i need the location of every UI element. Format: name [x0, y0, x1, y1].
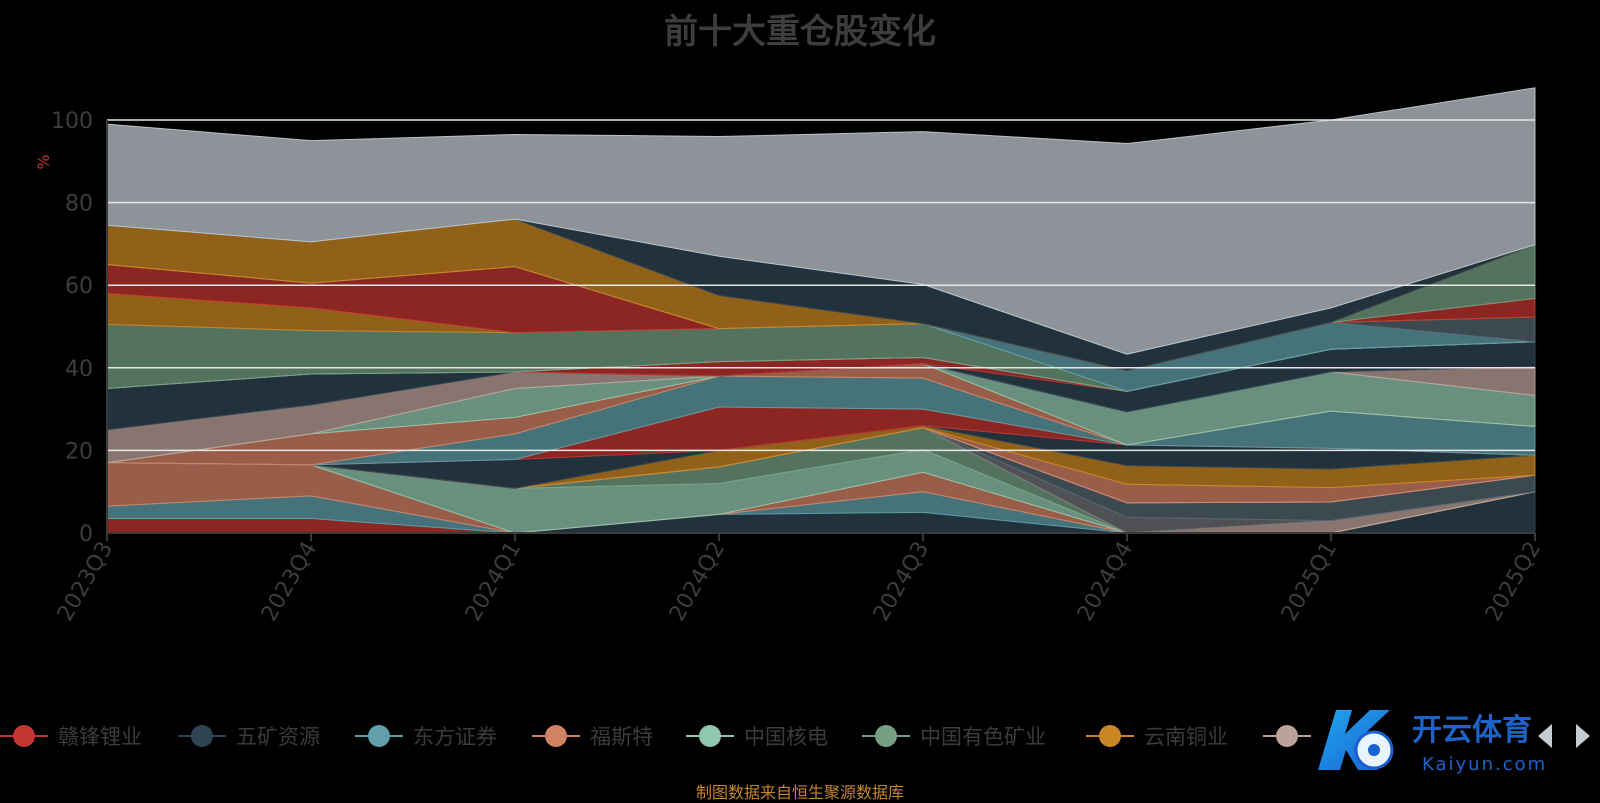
arrow-right-icon[interactable]	[1576, 724, 1590, 748]
watermark-domain: Kaiyun.com	[1422, 754, 1547, 775]
legend-label: 中国有色矿业	[920, 725, 1046, 749]
x-tick-label: 2023Q4	[257, 538, 322, 626]
legend-marker-icon	[0, 718, 48, 754]
chart-title: 前十大重仓股变化	[664, 12, 936, 52]
legend-label: 赣锋锂业	[58, 725, 142, 749]
legend-marker-icon	[862, 718, 910, 754]
legend-item[interactable]: 五矿资源	[178, 718, 320, 754]
legend-marker-icon	[178, 718, 226, 754]
watermark-brand: 开云体育	[1412, 713, 1532, 748]
legend-label: 东方证券	[413, 725, 497, 749]
y-tick-label: 0	[79, 522, 93, 547]
arrow-left-icon[interactable]	[1538, 724, 1552, 748]
x-tick-label: 2025Q1	[1277, 538, 1342, 626]
legend-marker-icon	[532, 718, 580, 754]
y-tick-label: 80	[65, 192, 93, 217]
legend-marker-icon	[1086, 718, 1134, 754]
area-series-layer	[106, 87, 1536, 534]
x-tick-label: 2024Q2	[665, 538, 730, 626]
legend-item[interactable]	[1263, 718, 1321, 754]
legend-label: 云南铜业	[1144, 725, 1228, 749]
legend-item[interactable]: 赣锋锂业	[0, 718, 142, 754]
x-tick-label: 2023Q3	[53, 538, 118, 626]
x-tick-label: 2024Q3	[869, 538, 934, 626]
grid-lines	[107, 119, 1535, 452]
y-axis-label: %	[34, 154, 53, 169]
legend-marker-icon	[355, 718, 403, 754]
y-tick-label: 20	[65, 439, 93, 464]
x-tick-label: 2025Q2	[1481, 538, 1546, 626]
kaiyun-logo-icon: 开云体育 Kaiyun.com	[1318, 710, 1547, 775]
legend-item[interactable]: 东方证券	[355, 718, 497, 754]
legend-page-nav	[1538, 724, 1590, 748]
y-tick-label: 100	[51, 109, 93, 134]
legend-item[interactable]: 云南铜业	[1086, 718, 1228, 754]
legend-label: 福斯特	[590, 725, 653, 749]
y-tick-label: 60	[65, 274, 93, 299]
legend-item[interactable]: 福斯特	[532, 718, 653, 754]
x-tick-label: 2024Q1	[461, 538, 526, 626]
legend-label: 五矿资源	[236, 725, 320, 749]
legend-label: 中国核电	[744, 725, 828, 749]
legend: 赣锋锂业 五矿资源 东方证券 福斯特 中国核电 中国有色矿业 云南铜业	[0, 718, 1600, 754]
y-tick-label: 40	[65, 357, 93, 382]
area-series-30	[106, 87, 1536, 355]
legend-marker-icon	[1263, 718, 1311, 754]
legend-item[interactable]: 中国有色矿业	[862, 718, 1046, 754]
source-note: 制图数据来自恒生聚源数据库	[695, 783, 904, 802]
legend-marker-icon	[686, 718, 734, 754]
x-tick-label: 2024Q4	[1073, 538, 1138, 626]
legend-item[interactable]: 中国核电	[686, 718, 828, 754]
